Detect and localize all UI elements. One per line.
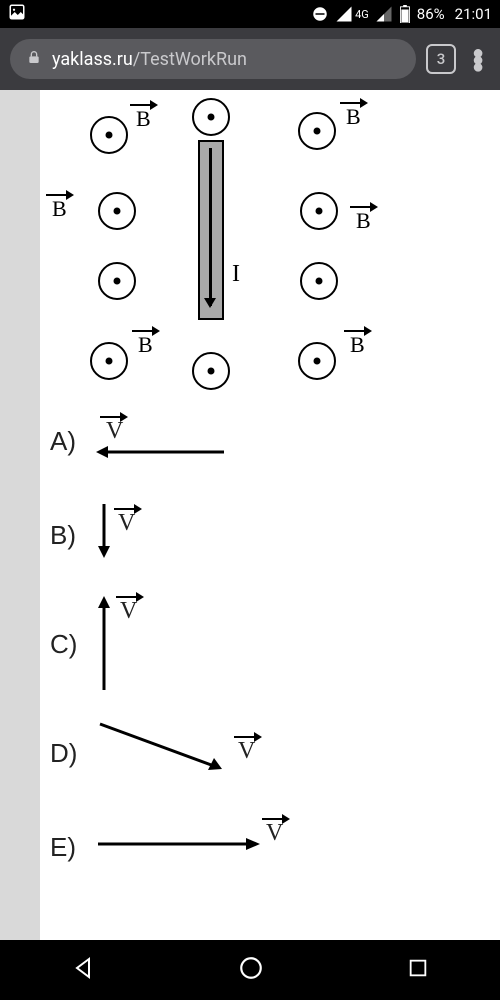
lock-icon	[26, 49, 42, 70]
answer-options: A) V B)	[50, 406, 500, 882]
url-bar[interactable]: yaklass.ru/TestWorkRun	[10, 39, 416, 79]
image-icon	[8, 3, 26, 21]
field-dot	[298, 342, 336, 380]
arrow-right-icon	[94, 834, 264, 854]
physics-diagram: B B B B B B I	[50, 96, 450, 396]
url-domain: yaklass.ru	[52, 49, 133, 70]
option-letter: E)	[50, 832, 94, 863]
field-dot	[90, 342, 128, 380]
time-label: 21:01	[455, 5, 492, 23]
option-e[interactable]: E) V	[50, 812, 500, 882]
arrow-up-icon	[94, 594, 114, 694]
field-dot	[298, 112, 336, 150]
status-right: 4G 86% 21:01	[311, 5, 492, 23]
arrow-diagram: V	[94, 594, 314, 694]
url-path: /TestWorkRun	[133, 49, 247, 70]
arrow-down-icon	[94, 500, 114, 560]
arrow-diagram: V	[94, 500, 314, 570]
dnd-icon	[311, 5, 329, 23]
b-label: B	[52, 196, 67, 222]
page-content: B B B B B B I	[0, 90, 500, 940]
navigation-bar	[0, 940, 500, 1000]
arrow-left-icon	[94, 442, 234, 462]
b-label: B	[138, 332, 153, 358]
option-letter: A)	[50, 426, 94, 457]
option-a[interactable]: A) V	[50, 406, 500, 476]
menu-button[interactable]: ●●●	[466, 49, 490, 70]
option-letter: B)	[50, 520, 94, 551]
status-bar: 4G 86% 21:01	[0, 0, 500, 28]
signal-icon	[335, 5, 353, 23]
b-label: B	[346, 104, 361, 130]
field-dot	[98, 262, 136, 300]
page-inner: B B B B B B I	[40, 90, 500, 940]
option-d[interactable]: D) V	[50, 718, 500, 788]
status-left	[8, 3, 311, 25]
arrow-diagram: V	[94, 718, 314, 788]
b-label: B	[136, 106, 151, 132]
v-label: V	[238, 738, 255, 765]
v-label: V	[120, 598, 137, 625]
back-button[interactable]	[71, 956, 95, 984]
arrow-diag-icon	[94, 718, 244, 778]
b-label: B	[356, 208, 371, 234]
browser-bar: yaklass.ru/TestWorkRun 3 ●●●	[0, 28, 500, 90]
v-label: V	[266, 820, 283, 847]
field-dot	[192, 98, 230, 136]
tab-count-label: 3	[437, 50, 446, 68]
v-label: V	[118, 510, 135, 537]
option-b[interactable]: B) V	[50, 500, 500, 570]
signal-icon-2	[375, 5, 393, 23]
recent-button[interactable]	[407, 957, 429, 983]
current-label: I	[232, 261, 240, 288]
field-dot	[300, 262, 338, 300]
field-dot	[300, 192, 338, 230]
current-arrow	[209, 148, 212, 306]
option-letter: C)	[50, 629, 94, 660]
arrow-diagram: V	[94, 812, 314, 882]
field-dot	[192, 352, 230, 390]
option-c[interactable]: C) V	[50, 594, 500, 694]
network-label: 4G	[355, 8, 369, 21]
tab-switcher[interactable]: 3	[426, 44, 456, 74]
arrow-diagram: V	[94, 406, 314, 476]
battery-icon	[399, 5, 411, 23]
v-label: V	[106, 418, 123, 445]
option-letter: D)	[50, 738, 94, 769]
b-label: B	[350, 332, 365, 358]
field-dot	[90, 116, 128, 154]
field-dot	[98, 192, 136, 230]
battery-label: 86%	[417, 5, 445, 23]
home-button[interactable]	[238, 955, 264, 985]
